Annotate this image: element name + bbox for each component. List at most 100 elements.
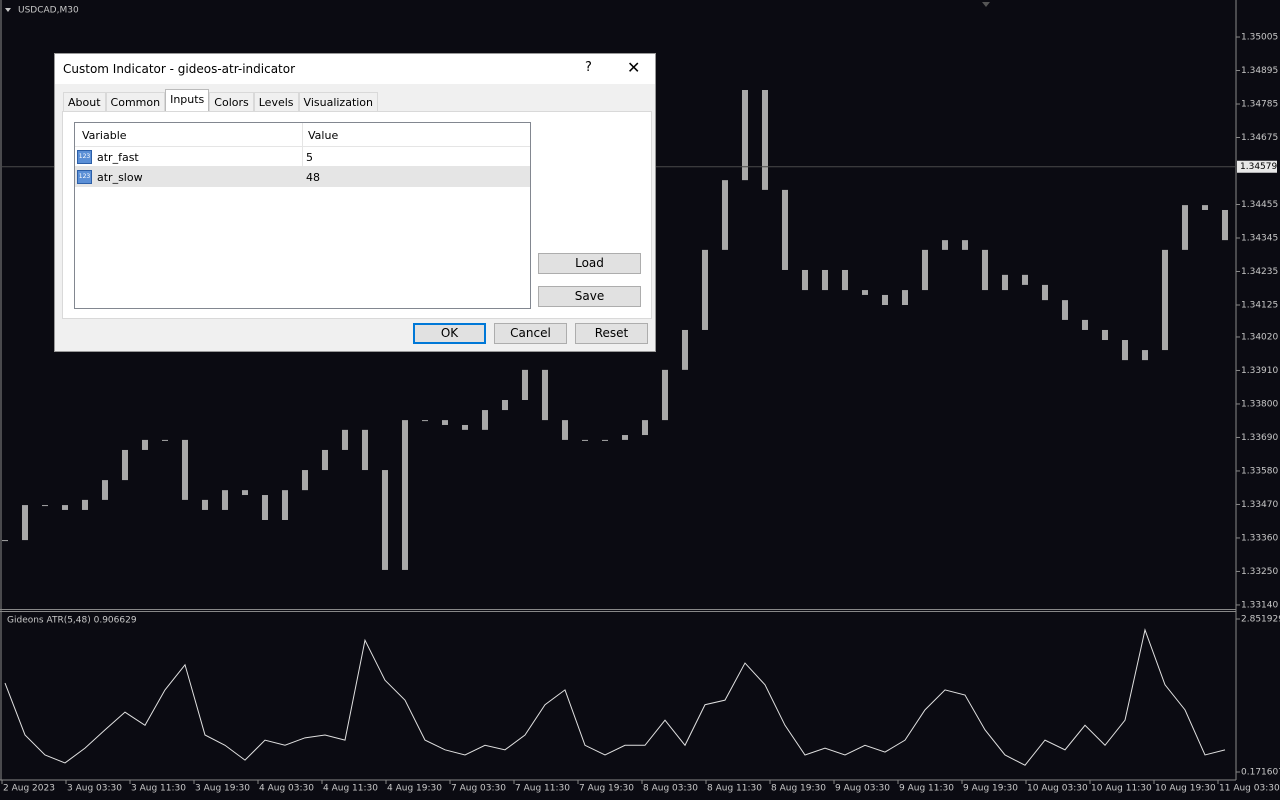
x-tick-label: 4 Aug 03:30 [259,784,314,794]
candle [1062,300,1068,320]
candle [1202,205,1208,210]
candle [102,480,108,500]
y-tick-label: 1.33140 [1241,600,1278,610]
candle [742,90,748,181]
candle [762,90,768,190]
y-tick-label: 1.34785 [1241,100,1278,110]
tab[interactable]: Colors [209,92,254,112]
x-tick-label: 10 Aug 11:30 [1091,784,1152,794]
candle [1042,284,1048,301]
close-button[interactable]: ✕ [627,58,641,77]
candle [242,490,248,496]
candle [1002,274,1008,291]
indicator-dialog: Custom Indicator - gideos-atr-indicator … [54,53,656,352]
x-tick-label: 11 Aug 03:30 [1219,784,1280,794]
x-tick-label: 10 Aug 03:30 [1027,784,1088,794]
variable-cell: atr_slow [97,171,143,184]
candle [1122,340,1128,361]
x-tick-label: 4 Aug 19:30 [387,784,442,794]
param-icon: 123 [77,150,92,164]
candle [502,400,508,411]
candle [282,490,288,520]
x-tick-label: 9 Aug 19:30 [963,784,1018,794]
x-tick-label: 7 Aug 11:30 [515,784,570,794]
candle [122,449,128,481]
save-button[interactable]: Save [538,286,641,307]
candle [382,470,388,570]
symbol-arrow [5,8,11,12]
column-divider [302,167,303,187]
y-tick-label: 1.33800 [1241,399,1278,409]
candle [822,269,828,291]
inputs-table: Variable Value 123 atr_fast 5 123 atr_sl… [74,122,531,309]
x-tick-label: 9 Aug 03:30 [835,784,890,794]
candle [482,410,488,430]
current-price-label: 1.34579 [1240,162,1277,172]
y-tick-label: 1.33580 [1241,466,1278,476]
x-tick-label: 9 Aug 11:30 [899,784,954,794]
title-bar: Custom Indicator - gideos-atr-indicator … [55,54,655,84]
candle [542,369,548,421]
tab[interactable]: About [63,92,106,112]
candle [462,424,468,430]
value-cell[interactable]: 48 [306,171,320,184]
candle [42,505,48,507]
candle [22,505,28,541]
y-tick-label: 1.33910 [1241,366,1278,376]
y-tick-label: 1.34895 [1241,66,1278,76]
y-tick-label: 1.34125 [1241,301,1278,311]
table-row-selected[interactable]: 123 atr_slow 48 [75,167,530,187]
header-cell: Value [308,129,339,142]
load-button[interactable]: Load [538,253,641,274]
candle [1142,350,1148,361]
y-tick-label: 1.35005 [1241,33,1278,43]
candle [1222,209,1228,241]
x-tick-label: 8 Aug 19:30 [771,784,826,794]
y-tick-label: 1.33250 [1241,567,1278,577]
table-row[interactable]: 123 atr_fast 5 [75,147,530,167]
y-tick-label: 1.33470 [1241,500,1278,510]
tab-active[interactable]: Inputs [165,89,210,112]
candle [622,435,628,440]
tab[interactable]: Visualization [298,92,379,112]
candle [402,420,408,570]
cancel-button[interactable]: Cancel [494,323,567,344]
y-tick-label: 1.33360 [1241,533,1278,543]
candle [222,490,228,510]
candle [202,499,208,510]
candle [1162,249,1168,351]
column-divider [302,123,303,147]
x-tick-label: 7 Aug 19:30 [579,784,634,794]
candle [322,449,328,471]
tab[interactable]: Levels [253,92,299,112]
reset-button[interactable]: Reset [575,323,648,344]
candle [182,439,188,500]
candle [422,420,428,422]
candle [1082,319,1088,330]
candle [302,470,308,491]
tab[interactable]: Common [105,92,166,112]
candle [602,439,608,441]
x-tick-label: 3 Aug 19:30 [195,784,250,794]
candle [902,290,908,305]
x-tick-label: 8 Aug 11:30 [707,784,762,794]
column-divider [302,147,303,167]
candle [842,269,848,291]
variable-cell: atr_fast [97,151,139,164]
candle [662,369,668,421]
y-tick-label: 0.171607 [1241,768,1280,778]
candle [342,429,348,450]
candle [582,439,588,441]
help-button[interactable]: ? [585,60,592,75]
value-cell[interactable]: 5 [306,151,313,164]
y-tick-label: 1.34345 [1241,234,1278,244]
indicator-title: Gideons ATR(5,48) 0.906629 [7,616,137,626]
tab-strip: About Common Inputs Colors Levels Visual… [63,89,379,112]
candle [642,420,648,436]
candle [722,180,728,250]
ok-button[interactable]: OK [413,323,486,344]
x-tick-label: 7 Aug 03:30 [451,784,506,794]
candle [362,429,368,471]
candle [162,439,168,441]
